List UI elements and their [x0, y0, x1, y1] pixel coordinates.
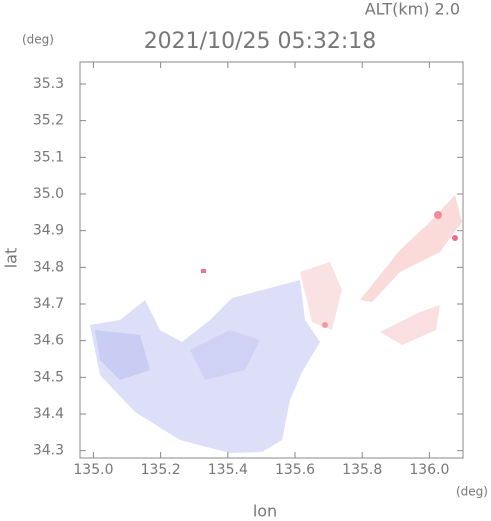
echo-spot [452, 235, 458, 241]
altitude: ALT(km) 2.0 [365, 0, 460, 19]
x-unit: (deg) [456, 485, 488, 499]
y-unit: (deg) [22, 33, 54, 47]
x-tick-label: 135.4 [208, 462, 248, 478]
plot-frame [79, 61, 464, 459]
echo-region [380, 305, 440, 345]
y-tick-label: 34.9 [33, 223, 64, 239]
x-label: lon [253, 502, 277, 521]
echo-region [360, 195, 462, 302]
x-tick-label: 135.8 [342, 462, 382, 478]
chart-title: 2021/10/25 05:32:18 [144, 29, 377, 54]
echo-spot [434, 211, 442, 219]
echo-region [95, 330, 150, 380]
y-tick-label: 34.7 [33, 296, 64, 312]
y-tick-label: 35.3 [33, 76, 64, 92]
echo-region [190, 330, 260, 380]
x-tick-label: 135.0 [73, 462, 113, 478]
x-tick-label: 135.6 [275, 462, 315, 478]
y-label: lat [2, 248, 21, 269]
y-tick-label: 35.0 [33, 186, 64, 202]
x-tick-label: 136.0 [409, 462, 449, 478]
y-tick-label: 34.3 [33, 443, 64, 459]
echo-region [300, 262, 342, 330]
y-tick-label: 35.2 [33, 113, 64, 129]
y-tick-label: 34.5 [33, 369, 64, 385]
y-tick-label: 34.6 [33, 333, 64, 349]
x-tick-label: 135.2 [141, 462, 181, 478]
radar-field [90, 195, 462, 453]
echo-spot [322, 322, 328, 328]
y-tick-label: 35.1 [33, 149, 64, 165]
y-tick-label: 34.8 [33, 259, 64, 275]
y-tick-label: 34.4 [33, 406, 64, 422]
echo-spot [201, 269, 206, 273]
